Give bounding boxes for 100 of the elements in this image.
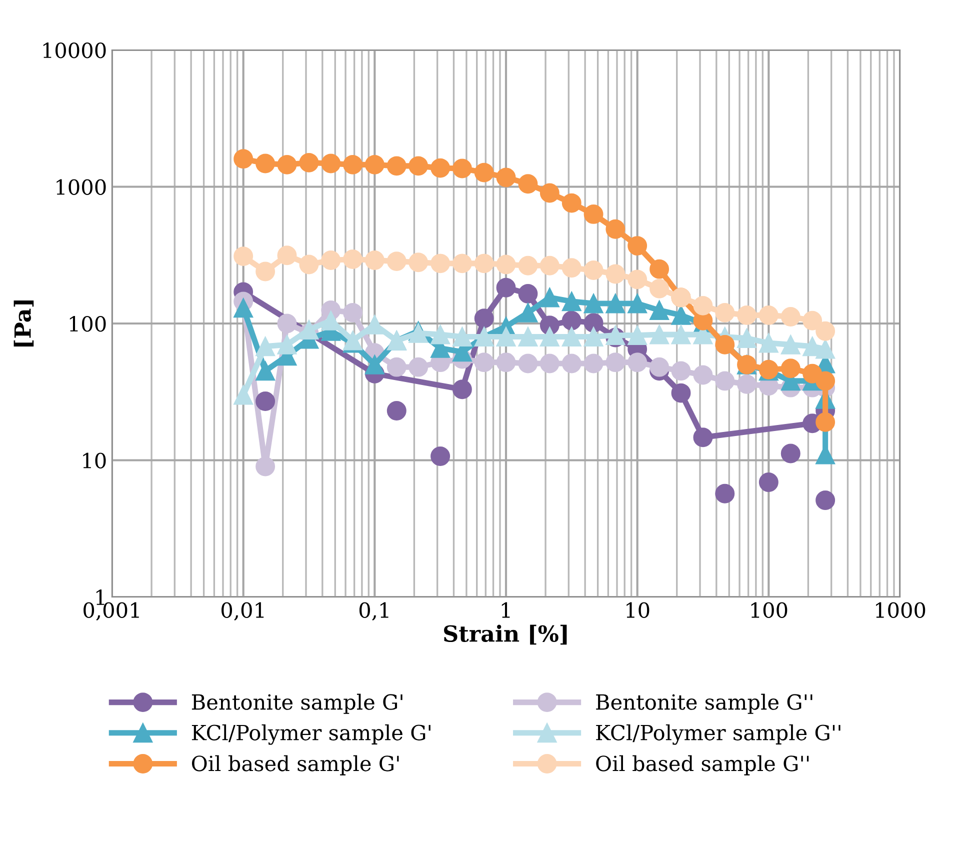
point — [584, 260, 604, 280]
x-axis-title: Strain [%] — [444, 624, 567, 645]
point — [364, 354, 384, 374]
point — [386, 156, 406, 176]
point — [234, 385, 254, 405]
point — [277, 154, 297, 174]
point — [234, 298, 254, 318]
point — [321, 154, 341, 174]
point — [256, 262, 276, 282]
point — [474, 162, 494, 182]
point — [780, 334, 800, 354]
point — [715, 302, 735, 322]
point — [628, 236, 648, 256]
point — [518, 302, 538, 322]
point — [452, 254, 472, 274]
point — [628, 352, 648, 372]
point — [540, 354, 560, 374]
point — [408, 252, 428, 272]
point — [758, 305, 778, 325]
point — [584, 327, 604, 346]
point — [430, 324, 450, 344]
point — [562, 258, 582, 278]
point — [606, 352, 626, 372]
point — [343, 302, 362, 322]
point — [430, 158, 450, 178]
point — [780, 307, 800, 326]
point — [584, 294, 604, 314]
point — [364, 314, 384, 334]
legend-label: Oil based sample G'' — [596, 755, 809, 776]
point — [256, 361, 276, 381]
y-tick-label: 10000 — [43, 42, 106, 58]
point — [518, 174, 538, 194]
point — [628, 270, 648, 290]
point — [496, 254, 516, 274]
point — [234, 246, 254, 266]
point — [299, 254, 319, 274]
point — [518, 327, 538, 346]
point — [562, 292, 582, 312]
point — [671, 305, 691, 325]
y-axis-title: [Pa] — [14, 300, 34, 346]
point — [256, 336, 276, 356]
point — [408, 156, 428, 176]
point — [364, 250, 384, 270]
point — [650, 278, 670, 298]
point — [671, 361, 691, 381]
point — [343, 154, 362, 174]
point — [496, 352, 516, 372]
point — [802, 310, 822, 330]
point — [650, 300, 670, 320]
point — [518, 256, 538, 276]
legend-label: Bentonite sample G' — [192, 694, 402, 714]
point — [584, 204, 604, 224]
point — [540, 288, 560, 308]
point — [321, 250, 341, 270]
point — [452, 158, 472, 178]
point — [628, 326, 648, 346]
y-tick-label: 100 — [70, 316, 106, 332]
y-tick-label: 10 — [83, 452, 106, 468]
point — [234, 149, 254, 169]
point — [671, 324, 691, 344]
point — [737, 305, 756, 325]
point — [606, 219, 626, 239]
legend-label: Oil based sample G' — [192, 755, 399, 776]
point — [364, 154, 384, 174]
point — [758, 333, 778, 353]
legend-label: KCl/Polymer sample G' — [192, 724, 430, 745]
point — [277, 246, 297, 266]
point — [299, 320, 319, 340]
point — [430, 254, 450, 274]
y-tick-label: 1000 — [56, 179, 106, 195]
point — [715, 334, 735, 354]
point — [540, 256, 560, 276]
point — [628, 294, 648, 314]
point — [299, 152, 319, 172]
point — [256, 456, 276, 476]
point — [650, 357, 670, 377]
point — [693, 365, 713, 385]
point — [474, 254, 494, 274]
point — [343, 250, 362, 269]
point — [562, 354, 582, 374]
point — [408, 357, 428, 377]
point — [496, 327, 516, 346]
point — [715, 371, 735, 391]
x-tick-label: 0,01 — [222, 602, 264, 621]
point — [277, 314, 297, 334]
x-tick-label: 1 — [502, 602, 510, 618]
legend-label: KCl/Polymer sample G'' — [596, 724, 840, 745]
point — [496, 168, 516, 188]
x-tick-label: 0,1 — [359, 602, 388, 621]
point — [562, 327, 582, 346]
point — [606, 294, 626, 314]
point — [518, 354, 538, 374]
point — [737, 328, 756, 348]
point — [386, 357, 406, 377]
x-tick-label: 100 — [751, 602, 788, 618]
point — [584, 354, 604, 374]
point — [780, 358, 800, 378]
point — [606, 264, 626, 284]
point — [737, 374, 756, 394]
x-tick-label: 10 — [626, 602, 650, 618]
